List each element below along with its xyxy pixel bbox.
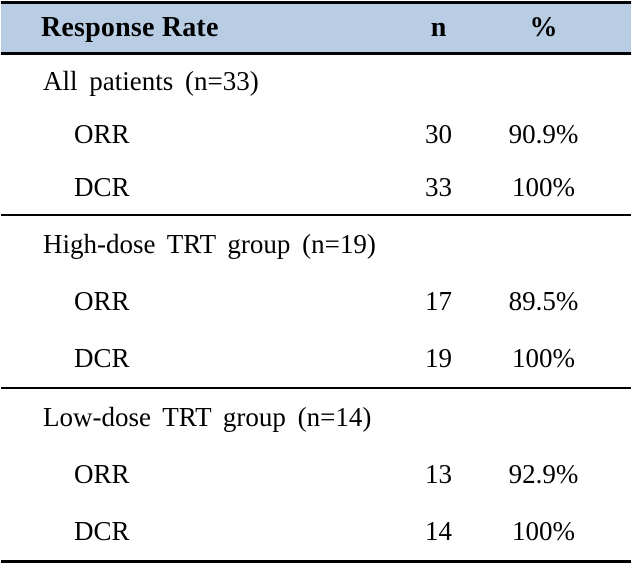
row-label: ORR: [74, 459, 130, 489]
row-label: ORR: [74, 119, 130, 149]
row-percent-value: 100%: [512, 172, 575, 202]
row-percent-value: 100%: [512, 343, 575, 373]
section-title-row: High-dose TRT group (n=19): [1, 216, 631, 273]
row-percent-value: 100%: [512, 516, 575, 546]
section-high-dose-trt: High-dose TRT group (n=19) ORR 17 89.5% …: [1, 216, 631, 389]
row-label: ORR: [74, 286, 130, 316]
row-label: DCR: [74, 172, 130, 202]
section-title: High-dose TRT group (n=19): [43, 229, 376, 259]
row-percent-value: 90.9%: [508, 119, 579, 149]
row-label: DCR: [74, 516, 130, 546]
response-rate-table: Response Rate n % All patients (n=33) OR…: [1, 1, 631, 563]
section-title: All patients (n=33): [43, 66, 259, 96]
row-n-value: 19: [425, 343, 452, 373]
row-label: DCR: [74, 343, 130, 373]
section-low-dose-trt: Low-dose TRT group (n=14) ORR 13 92.9% D…: [1, 389, 631, 560]
row-n-value: 17: [425, 286, 452, 316]
table-row: DCR 33 100%: [1, 161, 631, 214]
section-title-row: Low-dose TRT group (n=14): [1, 389, 631, 446]
table-row: DCR 14 100%: [1, 503, 631, 560]
table-row: ORR 13 92.9%: [1, 446, 631, 503]
section-all-patients: All patients (n=33) ORR 30 90.9% DCR 33 …: [1, 55, 631, 216]
table-row: DCR 19 100%: [1, 330, 631, 387]
row-n-value: 14: [425, 516, 452, 546]
row-percent-value: 89.5%: [508, 286, 579, 316]
table-row: ORR 30 90.9%: [1, 108, 631, 161]
column-header-percent: %: [529, 12, 558, 43]
row-n-value: 13: [425, 459, 452, 489]
section-title-row: All patients (n=33): [1, 55, 631, 108]
column-header-n: n: [430, 12, 447, 43]
table-header-row: Response Rate n %: [1, 4, 631, 55]
row-n-value: 33: [425, 172, 452, 202]
table-row: ORR 17 89.5%: [1, 273, 631, 330]
row-n-value: 30: [425, 119, 452, 149]
section-title: Low-dose TRT group (n=14): [43, 402, 372, 432]
row-percent-value: 92.9%: [508, 459, 579, 489]
column-header-response-rate: Response Rate: [41, 12, 219, 43]
